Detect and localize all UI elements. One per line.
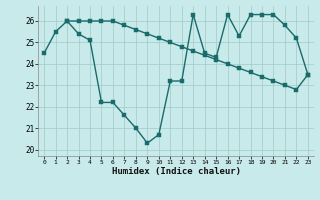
X-axis label: Humidex (Indice chaleur): Humidex (Indice chaleur) xyxy=(111,167,241,176)
